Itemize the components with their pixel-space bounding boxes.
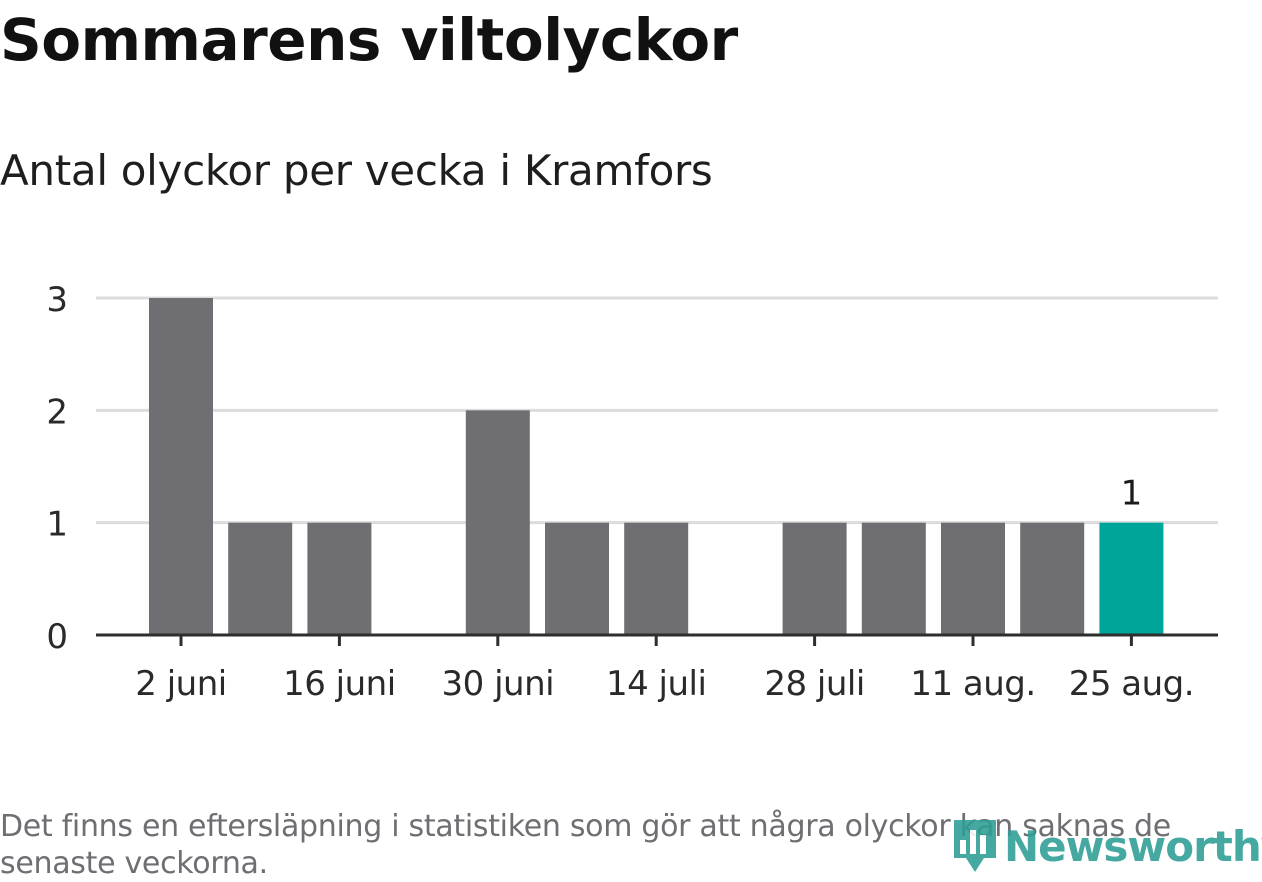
y-tick-label: 3	[46, 280, 68, 320]
bar	[307, 522, 372, 635]
y-tick-label: 2	[46, 392, 68, 432]
x-tick-label: 14 juli	[606, 664, 706, 704]
x-tick-label: 25 aug.	[1069, 664, 1194, 704]
bar	[228, 522, 293, 635]
bar	[545, 522, 609, 635]
x-tick-label: 30 juni	[442, 664, 555, 704]
bar-chart-pin-icon	[954, 820, 996, 872]
bar	[861, 522, 926, 635]
bar-highlight	[1099, 522, 1164, 635]
y-tick-label: 0	[46, 617, 68, 657]
chart-title: Sommarens viltolyckor	[0, 6, 738, 74]
x-tick-label: 16 juni	[283, 664, 396, 704]
bar	[624, 522, 689, 635]
x-tick-label: 28 juli	[764, 664, 864, 704]
chart-subtitle: Antal olyckor per vecka i Kramfors	[0, 146, 713, 195]
bar	[941, 522, 1005, 635]
newsworthy-logo: Newsworthy	[950, 816, 1262, 876]
data-label: 1	[1121, 474, 1143, 514]
bar-chart: 0 1 2 3 1 2 juni 16 juni 30 juni 14 juli 28 juli 1…	[46, 280, 1218, 704]
bar	[465, 410, 530, 635]
bar	[149, 298, 213, 635]
logo-text: Newsworthy	[1004, 821, 1262, 871]
x-tick-label: 11 aug.	[910, 664, 1035, 704]
bar	[1020, 522, 1085, 635]
x-tick-label: 2 juni	[135, 664, 226, 704]
y-tick-label: 1	[46, 505, 68, 545]
bar	[782, 522, 847, 635]
